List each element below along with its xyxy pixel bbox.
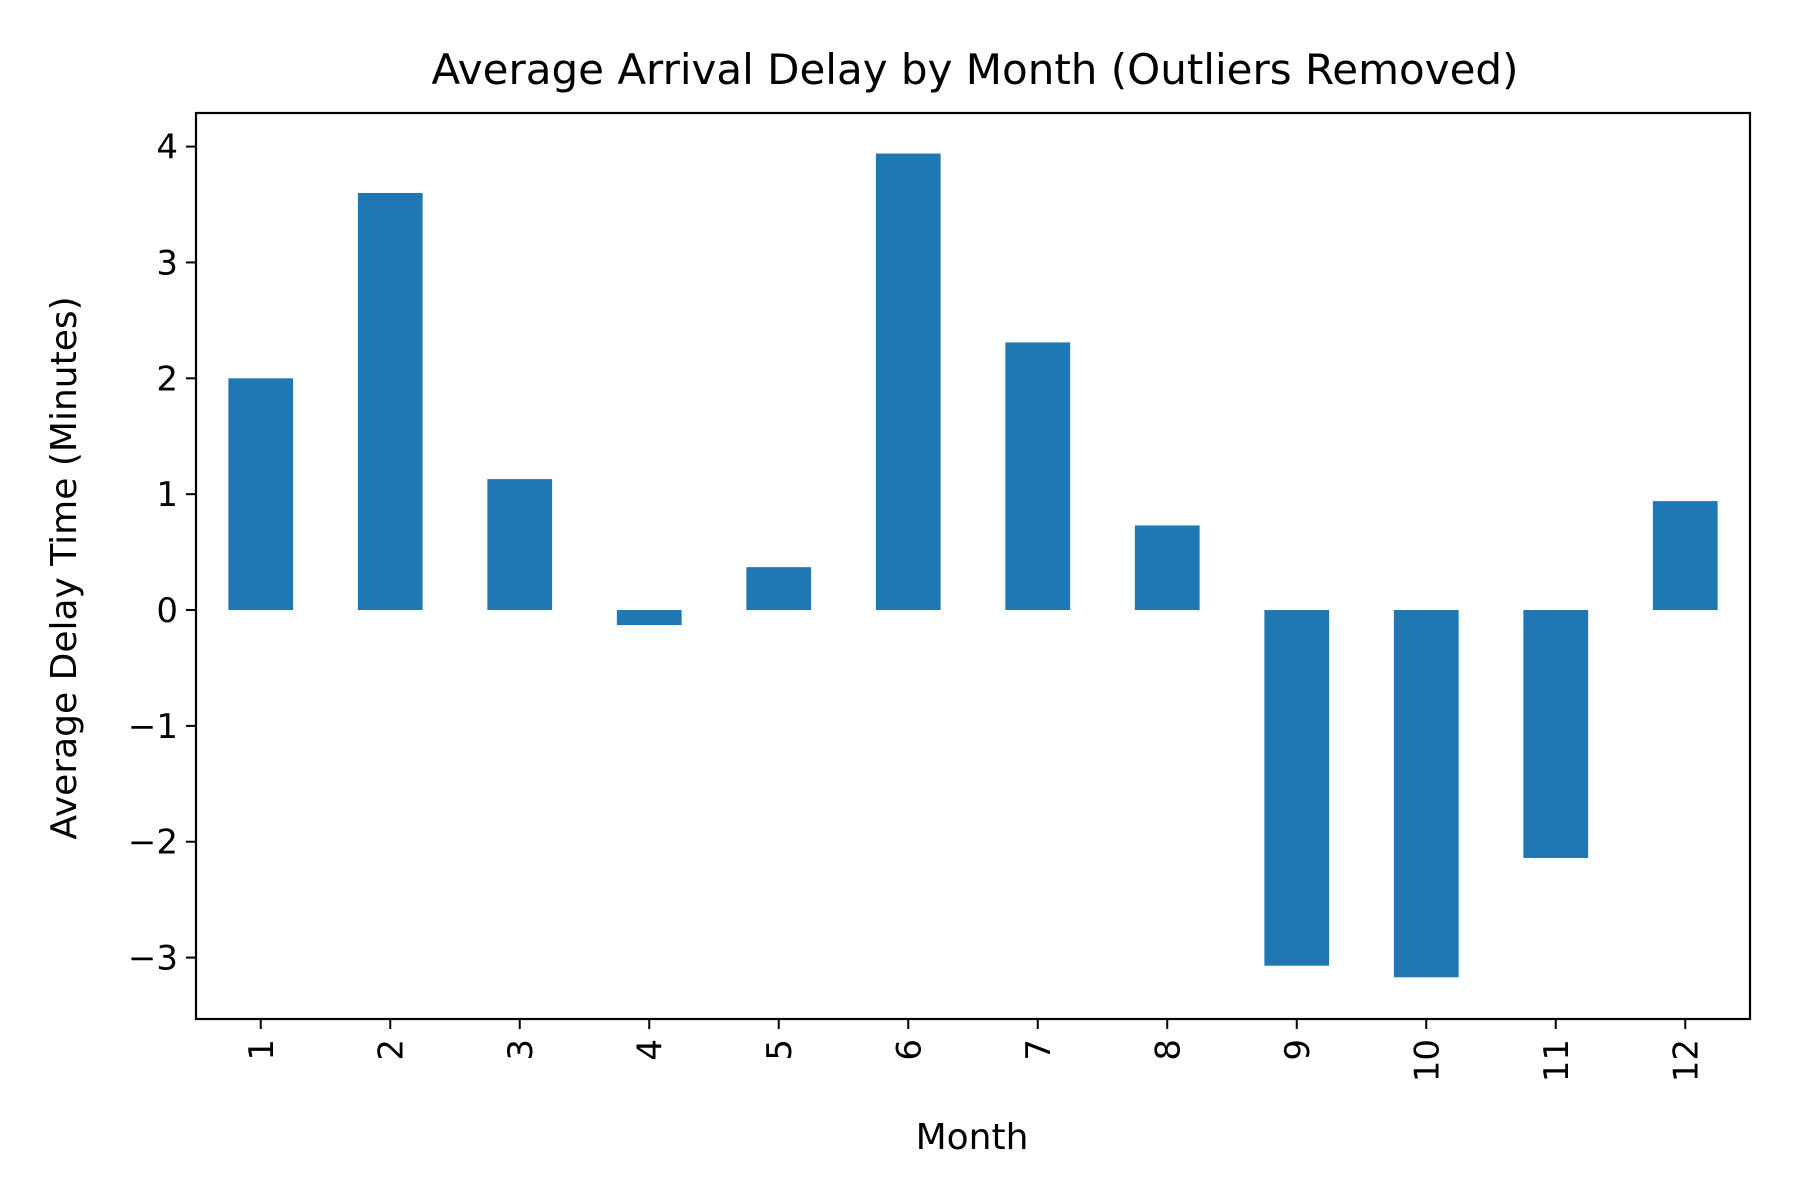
y-tick-label: −3 <box>128 939 178 979</box>
bar-month-8 <box>1134 525 1200 611</box>
y-axis: −3 −2 −1 0 1 2 3 4 <box>128 128 196 979</box>
bar-month-12 <box>1652 501 1718 611</box>
bar-month-3 <box>487 479 553 611</box>
y-tick-label: 4 <box>156 128 178 168</box>
x-tick-label: 10 <box>1407 1039 1447 1082</box>
y-tick-label: 0 <box>156 591 178 631</box>
x-axis: 1 2 3 4 5 6 7 8 9 10 11 12 <box>242 1019 1706 1082</box>
x-tick-label: 4 <box>630 1039 670 1061</box>
x-tick-label: 7 <box>1019 1039 1059 1061</box>
x-tick-label: 1 <box>242 1039 282 1061</box>
x-tick-label: 3 <box>501 1039 541 1061</box>
x-tick-label: 5 <box>760 1039 800 1061</box>
x-tick-label: 2 <box>371 1039 411 1061</box>
y-tick-label: 1 <box>156 475 178 515</box>
bar-month-10 <box>1393 610 1459 978</box>
bar-month-9 <box>1264 610 1330 966</box>
bar-month-5 <box>746 567 812 611</box>
bar-month-7 <box>1005 342 1071 611</box>
x-tick-label: 6 <box>889 1039 929 1061</box>
bar-month-1 <box>228 378 294 611</box>
bar-month-11 <box>1523 610 1589 858</box>
x-tick-label: 9 <box>1278 1039 1318 1061</box>
bar-month-2 <box>357 192 423 611</box>
bar-month-6 <box>875 153 941 611</box>
x-axis-label: Month <box>916 1117 1029 1158</box>
bar-month-4 <box>616 610 682 626</box>
x-tick-label: 11 <box>1537 1039 1577 1082</box>
y-tick-label: 3 <box>156 243 178 283</box>
bars-layer <box>228 153 1718 978</box>
x-tick-label: 8 <box>1148 1039 1188 1061</box>
axes-frame <box>194 111 1752 1021</box>
x-tick-label: 12 <box>1666 1039 1706 1082</box>
y-tick-label: 2 <box>156 359 178 399</box>
chart-title: Average Arrival Delay by Month (Outliers… <box>432 45 1519 94</box>
y-tick-label: −2 <box>128 823 178 863</box>
y-axis-label: Average Delay Time (Minutes) <box>44 296 85 839</box>
y-tick-label: −1 <box>128 707 178 747</box>
